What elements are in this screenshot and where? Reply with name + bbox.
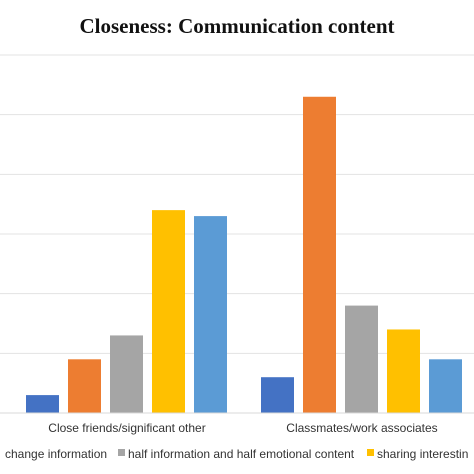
chart-title: Closeness: Communication content xyxy=(80,14,395,38)
bar-series-2-category-1 xyxy=(68,359,101,413)
legend-label-exchange-information: change information xyxy=(5,447,107,461)
bar-series-1-category-1 xyxy=(26,395,59,413)
legend-label-sharing-interesting: sharing interestin xyxy=(377,447,468,461)
category-label-close-friends: Close friends/significant other xyxy=(48,421,205,435)
bar-series-5-category-2 xyxy=(429,359,462,413)
legend-swatch-sharing-interesting xyxy=(367,449,374,456)
legend-label-half-information: half information and half emotional cont… xyxy=(128,447,355,461)
bar-series-2-category-2 xyxy=(303,96,336,414)
bar-series-4-category-2 xyxy=(387,329,420,413)
legend: change information half information and … xyxy=(5,447,468,461)
bars xyxy=(26,96,462,414)
category-label-classmates: Classmates/work associates xyxy=(286,421,437,435)
bar-series-3-category-1 xyxy=(110,335,143,413)
gridlines xyxy=(0,54,474,354)
bar-series-5-category-1 xyxy=(194,216,227,413)
bar-series-4-category-1 xyxy=(152,210,185,413)
bar-series-3-category-2 xyxy=(345,305,378,413)
bar-series-1-category-2 xyxy=(261,377,294,413)
legend-swatch-half-information xyxy=(118,449,125,456)
